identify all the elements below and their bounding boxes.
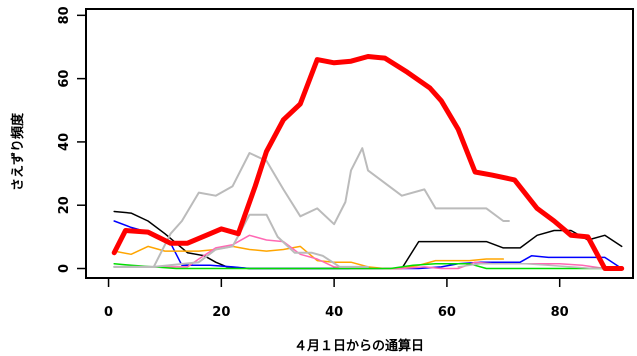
- x-tick-label-60: 60: [438, 305, 456, 320]
- y-tick-label-40: 40: [57, 133, 72, 151]
- y-axis-title: さえずり頻度: [10, 112, 26, 191]
- x-tick-label-0: 0: [104, 305, 113, 320]
- y-tick-label-0: 0: [57, 264, 72, 273]
- plot-frame: [85, 8, 634, 279]
- x-tick-label-80: 80: [551, 305, 569, 320]
- x-tick-label-20: 20: [212, 305, 230, 320]
- series-line-3: [113, 210, 623, 270]
- series-line-0: [111, 54, 625, 271]
- y-tick-label-80: 80: [57, 6, 72, 24]
- series-line-2: [113, 213, 369, 268]
- series-line-1: [113, 147, 510, 268]
- series-line-4: [113, 220, 623, 270]
- y-tick-label-20: 20: [57, 196, 72, 214]
- x-tick-label-40: 40: [325, 305, 343, 320]
- series-line-8: [457, 263, 623, 270]
- axes: 0 20 40 60 80 0 20 40 60 80: [57, 6, 569, 320]
- x-axis-title: ４月１日からの通算日: [294, 338, 424, 354]
- y-tick-label-60: 60: [57, 70, 72, 88]
- series-layer: [111, 54, 625, 271]
